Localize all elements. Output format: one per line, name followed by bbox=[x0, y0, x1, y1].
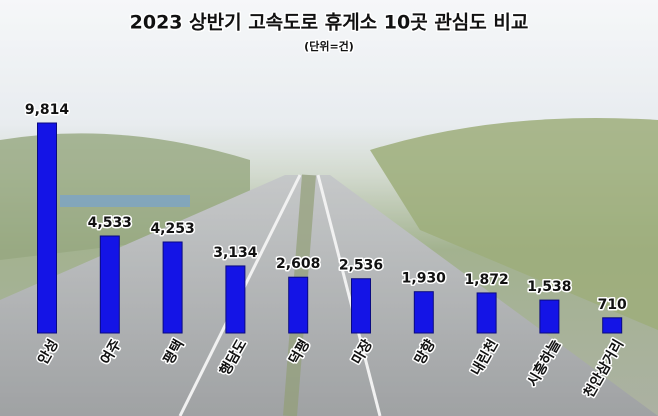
bar bbox=[476, 292, 497, 334]
bar bbox=[351, 278, 371, 334]
value-label: 1,930 bbox=[402, 271, 447, 287]
value-label: 2,608 bbox=[276, 256, 320, 272]
value-label: 1,538 bbox=[527, 279, 571, 295]
bar bbox=[37, 122, 57, 334]
bar bbox=[602, 317, 623, 334]
bar bbox=[99, 235, 120, 334]
value-label: 2,536 bbox=[339, 258, 383, 274]
bar bbox=[225, 265, 246, 334]
value-label: 4,253 bbox=[150, 221, 194, 237]
chart-title: 2023 상반기 고속도로 휴게소 10곳 관심도 비교 bbox=[130, 12, 529, 34]
value-label: 710 bbox=[598, 297, 627, 313]
bar bbox=[288, 276, 309, 334]
bar bbox=[162, 241, 183, 334]
bar bbox=[413, 291, 434, 334]
value-label: 4,533 bbox=[88, 215, 132, 231]
chart-subtitle: (단위=건) bbox=[304, 39, 354, 53]
value-label: 1,872 bbox=[464, 272, 508, 288]
value-label: 3,134 bbox=[213, 245, 258, 261]
bar bbox=[539, 299, 560, 334]
value-label: 9,814 bbox=[25, 102, 70, 118]
